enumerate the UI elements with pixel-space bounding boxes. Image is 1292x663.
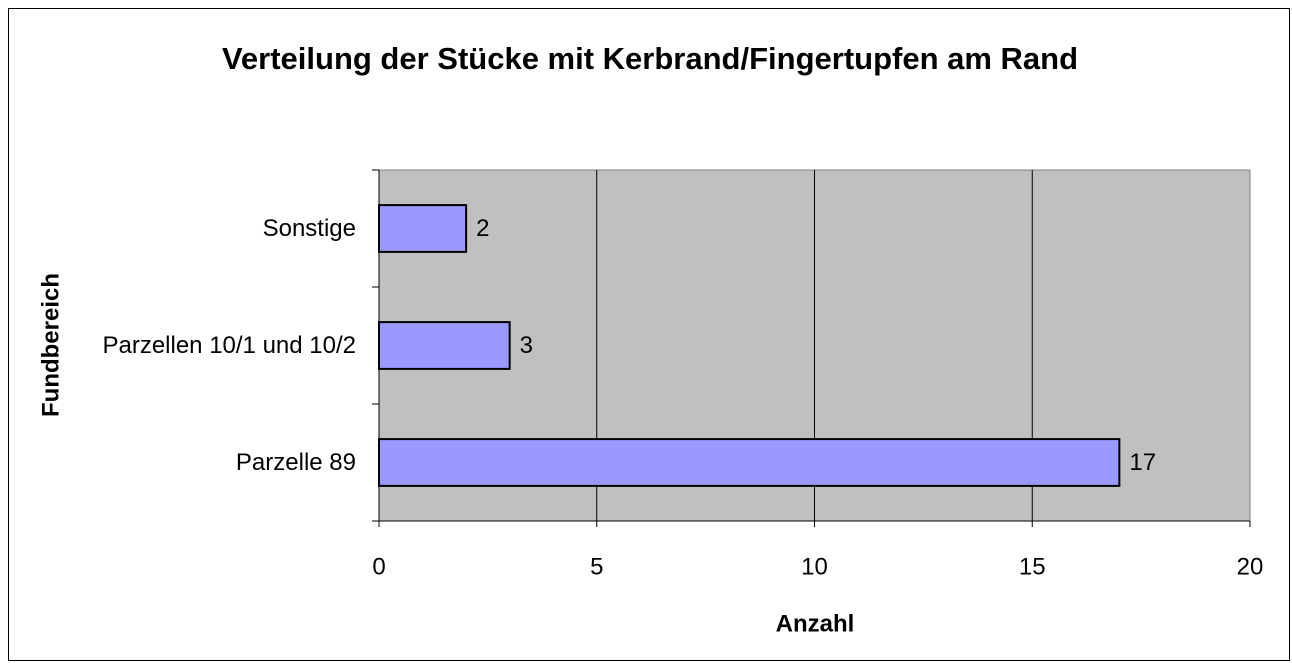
y-tick-label: Parzelle 89 [235,448,356,476]
y-axis-label: Fundbereich [37,273,64,417]
value-label: 17 [1129,449,1156,476]
x-tick-label: 15 [1019,553,1046,580]
x-tick-label: 10 [801,553,828,580]
x-tick-label: 5 [590,553,603,580]
y-tick-label: Parzellen 10/1 und 10/2 [102,331,356,359]
bar [378,204,468,253]
y-tick-label: Sonstige [262,214,356,242]
value-label: 3 [520,332,533,359]
chart-title: Verteilung der Stücke mit Kerbrand/Finge… [221,41,1079,76]
bar [378,438,1121,487]
x-axis-label: Anzahl [776,610,855,637]
bar [378,321,511,370]
x-tick-label: 0 [372,553,385,580]
value-label: 2 [476,215,489,242]
x-tick-label: 20 [1237,553,1264,580]
